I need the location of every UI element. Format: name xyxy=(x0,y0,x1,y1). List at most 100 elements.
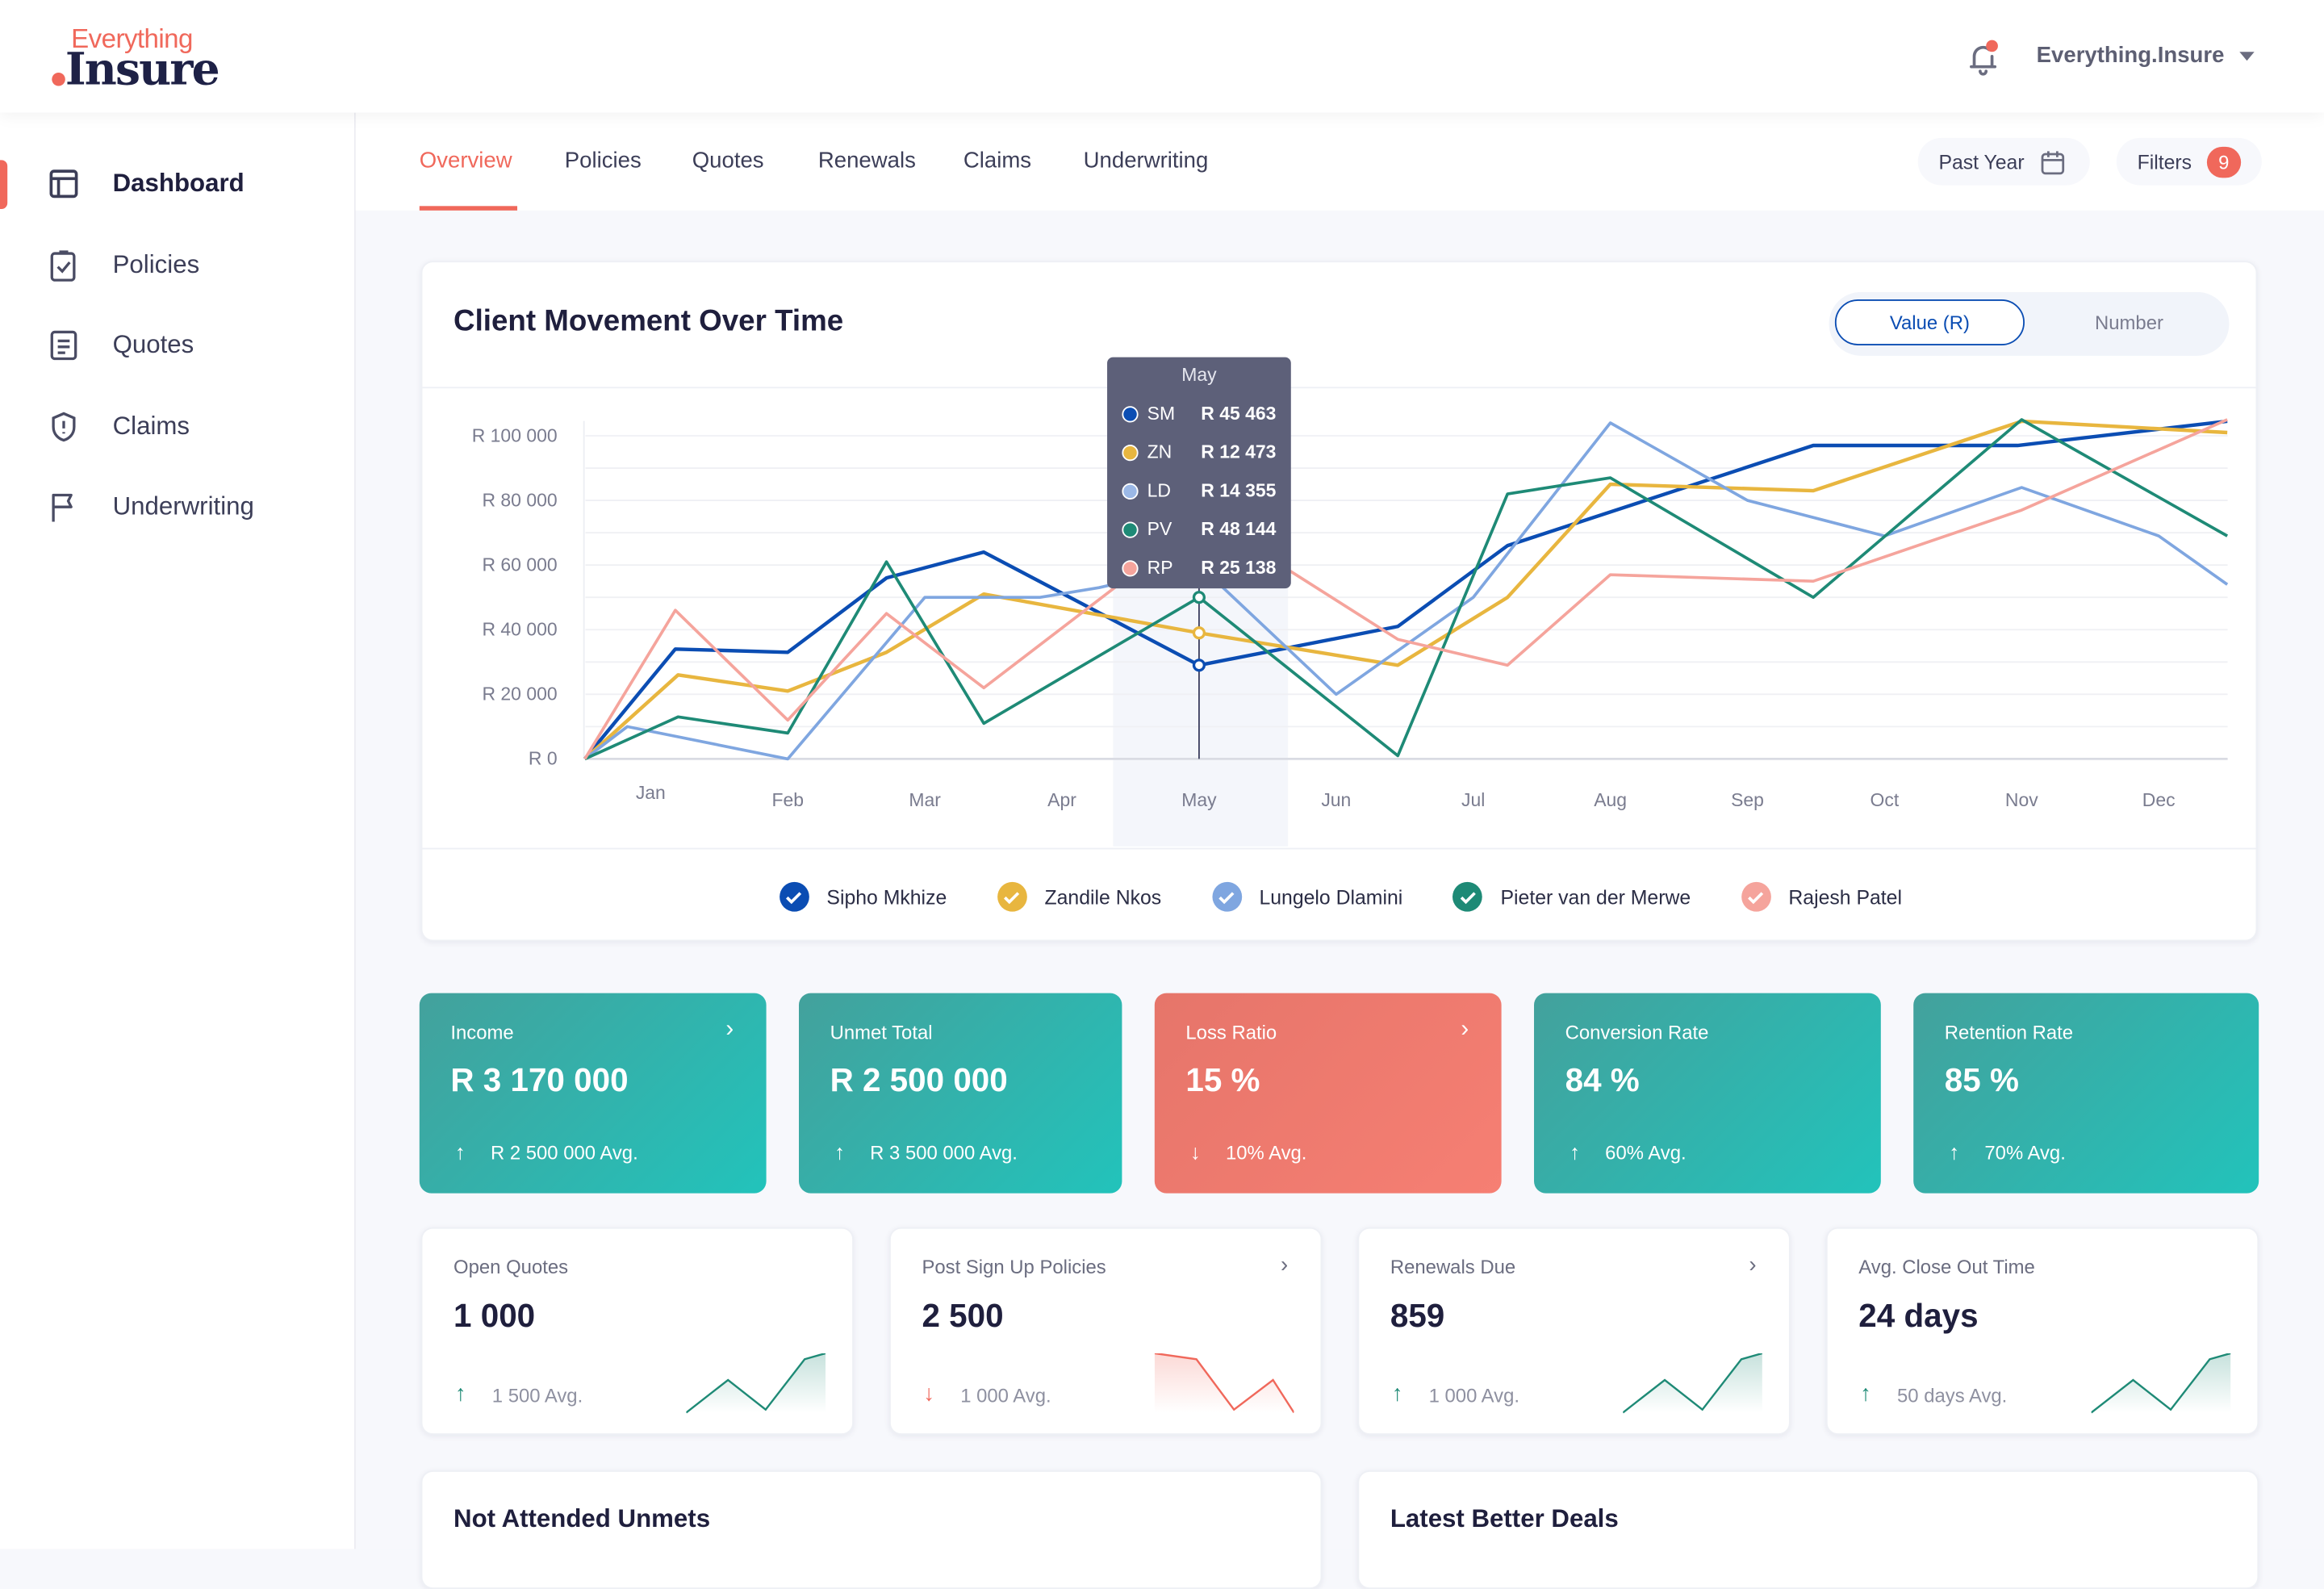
series-line-ld[interactable] xyxy=(583,421,2229,761)
metric-value: 2 500 xyxy=(922,1297,1004,1335)
not-attended-unmets-card: Not Attended Unmets xyxy=(420,1470,1323,1589)
metric-value: 859 xyxy=(1390,1297,1445,1335)
series-value: R 48 144 xyxy=(1201,518,1277,540)
metric-card-post-sign-up-policies[interactable]: Post Sign Up Policies › 2 500 ↓ 1 000 Avg. xyxy=(889,1227,1323,1435)
logo-text-insure: Insure xyxy=(65,44,220,97)
client-movement-chart-card: Client Movement Over Time Value (R) Numb… xyxy=(420,261,2258,942)
x-tick-label: Mar xyxy=(909,789,941,810)
sparkline-line xyxy=(1154,1353,1294,1414)
chart-tooltip: May SM R 45 463 ZN R 12 473 LD R 14 355 PV R 48… xyxy=(1107,357,1291,589)
sparkline xyxy=(1623,1353,1762,1414)
legend-item-zn[interactable]: Zandile Nkos xyxy=(997,881,1161,912)
tab-overview[interactable]: Overview xyxy=(419,148,512,174)
sidebar-item-label: Quotes xyxy=(112,330,194,359)
kpi-label: Income xyxy=(450,1021,514,1044)
tab-renewals[interactable]: Renewals xyxy=(817,148,916,174)
kpi-card-loss-ratio[interactable]: Loss Ratio › 15 % ↓ 10% Avg. xyxy=(1154,993,1502,1194)
metric-label: Renewals Due xyxy=(1390,1255,1516,1278)
chevron-right-icon[interactable]: › xyxy=(1280,1252,1289,1278)
bell-icon[interactable] xyxy=(1964,39,2003,85)
account-menu[interactable]: Everything.Insure xyxy=(2036,43,2225,69)
x-tick-label: Jan xyxy=(636,782,666,803)
filters-button[interactable]: Filters 9 xyxy=(2116,137,2262,186)
tooltip-row: PV R 48 144 xyxy=(1122,514,1276,544)
series-code: RP xyxy=(1147,557,1173,579)
series-code: LD xyxy=(1147,480,1171,501)
hover-point xyxy=(1192,626,1206,640)
metric-label: Open Quotes xyxy=(454,1255,569,1278)
series-dot xyxy=(1122,559,1139,576)
metric-card-renewals-due[interactable]: Renewals Due › 859 ↑ 1 000 Avg. xyxy=(1357,1227,1791,1435)
sidebar-item-quotes[interactable]: Quotes xyxy=(0,316,354,374)
tab-claims[interactable]: Claims xyxy=(963,148,1032,174)
period-selector[interactable]: Past Year xyxy=(1917,137,2090,186)
chevron-right-icon[interactable]: › xyxy=(725,1017,734,1043)
metric-average: 1 000 Avg. xyxy=(960,1384,1051,1407)
series-line-pv[interactable] xyxy=(584,418,2229,761)
chevron-right-icon[interactable]: › xyxy=(1749,1252,1757,1278)
sidebar-item-label: Policies xyxy=(112,250,200,279)
x-tick-label: Sep xyxy=(1731,789,1764,810)
kpi-average: R 3 500 000 Avg. xyxy=(870,1141,1018,1164)
divider xyxy=(422,387,2256,389)
layout-icon xyxy=(49,169,78,199)
value-number-toggle: Value (R) Number xyxy=(1829,291,2230,356)
sidebar-item-label: Claims xyxy=(112,412,190,441)
metric-label: Avg. Close Out Time xyxy=(1858,1255,2035,1278)
sidebar-item-dashboard[interactable]: Dashboard xyxy=(0,154,354,213)
series-dot xyxy=(1122,444,1139,461)
hover-point xyxy=(1192,659,1206,672)
sidebar-item-label: Underwriting xyxy=(112,491,254,521)
check-icon xyxy=(1741,881,1771,912)
x-tick-label: Jun xyxy=(1321,789,1351,810)
arrow-up-icon: ↑ xyxy=(1860,1381,1871,1407)
metric-label: Post Sign Up Policies xyxy=(922,1255,1106,1278)
chevron-right-icon[interactable]: › xyxy=(1461,1017,1469,1043)
tab-policies[interactable]: Policies xyxy=(564,148,642,174)
kpi-card-unmet-total: Unmet Total R 2 500 000 ↑ R 3 500 000 Avg. xyxy=(799,993,1122,1194)
tab-underwriting[interactable]: Underwriting xyxy=(1083,148,1209,174)
sparkline xyxy=(1154,1353,1294,1414)
chevron-down-icon[interactable] xyxy=(2239,52,2255,61)
series-value: R 45 463 xyxy=(1201,403,1277,424)
series-code: ZN xyxy=(1147,441,1172,463)
calendar-icon xyxy=(2041,150,2064,174)
arrow-up-icon: ↑ xyxy=(1949,1139,1960,1164)
legend-label: Rajesh Patel xyxy=(1788,885,1902,909)
y-tick-label: R 80 000 xyxy=(483,489,558,510)
legend-item-sm[interactable]: Sipho Mkhize xyxy=(779,881,947,912)
hover-point xyxy=(1192,591,1206,604)
sidebar-item-underwriting[interactable]: Underwriting xyxy=(0,477,354,536)
kpi-card-income[interactable]: Income › R 3 170 000 ↑ R 2 500 000 Avg. xyxy=(419,993,767,1194)
toggle-number[interactable]: Number xyxy=(2094,311,2163,334)
kpi-average: R 2 500 000 Avg. xyxy=(490,1141,638,1164)
toggle-value[interactable]: Value (R) xyxy=(1834,299,2025,345)
top-header: Everything Insure Everything.Insure xyxy=(0,0,2324,113)
series-line-zn[interactable] xyxy=(583,419,2228,761)
sparkline-line xyxy=(686,1353,826,1414)
sidebar-item-policies[interactable]: Policies xyxy=(0,236,354,295)
y-tick-label: R 100 000 xyxy=(472,424,558,445)
tab-quotes[interactable]: Quotes xyxy=(692,148,764,174)
line-chart[interactable]: R 0 R 20 000 R 40 000 R 60 000 R 80 000 R 100… xyxy=(422,262,2257,941)
legend-item-ld[interactable]: Lungelo Dlamini xyxy=(1211,881,1402,912)
tooltip-row: ZN R 12 473 xyxy=(1122,437,1276,467)
sidebar-item-claims[interactable]: Claims xyxy=(0,397,354,456)
kpi-label: Conversion Rate xyxy=(1565,1021,1709,1044)
filters-count-badge: 9 xyxy=(2206,145,2242,178)
sparkline-area xyxy=(1623,1353,1762,1413)
chart-legend: Sipho Mkhize Zandile Nkos Lungelo Dlamini P… xyxy=(422,870,2255,923)
kpi-label: Retention Rate xyxy=(1944,1021,2074,1044)
kpi-value: 15 % xyxy=(1185,1061,1260,1099)
kpi-value: 85 % xyxy=(1944,1061,2019,1099)
series-dot xyxy=(1122,482,1139,500)
legend-label: Pieter van der Merwe xyxy=(1500,885,1691,909)
legend-item-pv[interactable]: Pieter van der Merwe xyxy=(1452,881,1691,912)
kpi-average: 70% Avg. xyxy=(1984,1141,2066,1164)
legend-item-rp[interactable]: Rajesh Patel xyxy=(1741,881,1902,912)
kpi-value: R 3 170 000 xyxy=(450,1061,629,1099)
y-tick-label: R 60 000 xyxy=(483,554,558,575)
arrow-down-icon: ↓ xyxy=(1189,1139,1201,1164)
check-icon xyxy=(1211,881,1242,912)
series-code: SM xyxy=(1147,403,1176,424)
